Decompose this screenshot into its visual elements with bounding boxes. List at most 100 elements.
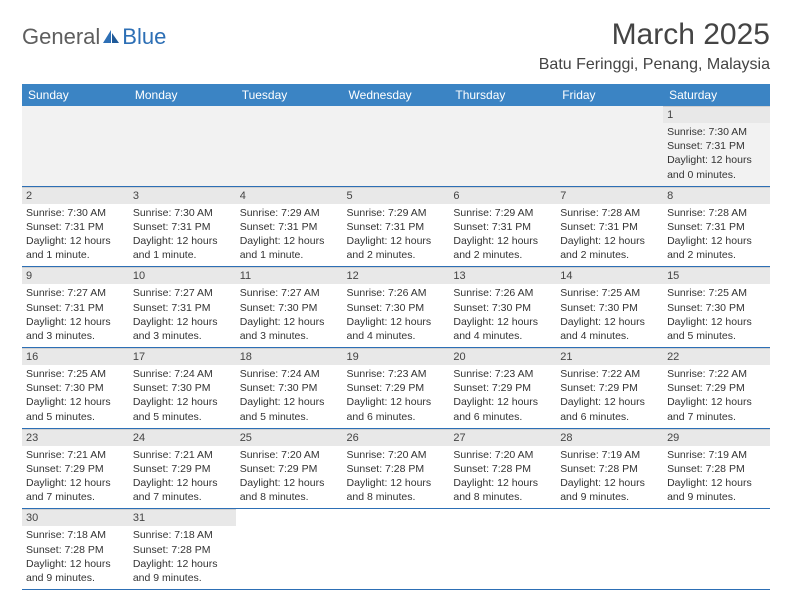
- calendar-day-cell: 31Sunrise: 7:18 AMSunset: 7:28 PMDayligh…: [129, 509, 236, 590]
- sunrise-line: Sunrise: 7:21 AM: [133, 448, 232, 462]
- day-number: 27: [449, 429, 556, 446]
- daylight-line: Daylight: 12 hours and 5 minutes.: [667, 315, 766, 343]
- day-details: Sunrise: 7:24 AMSunset: 7:30 PMDaylight:…: [236, 365, 343, 428]
- daylight-line: Daylight: 12 hours and 9 minutes.: [133, 557, 232, 585]
- calendar-day-cell: 3Sunrise: 7:30 AMSunset: 7:31 PMDaylight…: [129, 186, 236, 267]
- day-details: Sunrise: 7:26 AMSunset: 7:30 PMDaylight:…: [343, 284, 450, 347]
- sunrise-line: Sunrise: 7:22 AM: [560, 367, 659, 381]
- day-number: 12: [343, 267, 450, 284]
- sunset-line: Sunset: 7:28 PM: [347, 462, 446, 476]
- day-details: Sunrise: 7:20 AMSunset: 7:28 PMDaylight:…: [343, 446, 450, 509]
- sunset-line: Sunset: 7:30 PM: [453, 301, 552, 315]
- day-details: Sunrise: 7:26 AMSunset: 7:30 PMDaylight:…: [449, 284, 556, 347]
- weekday-header: Sunday: [22, 84, 129, 106]
- calendar-table: SundayMondayTuesdayWednesdayThursdayFrid…: [22, 84, 770, 590]
- sunset-line: Sunset: 7:28 PM: [26, 543, 125, 557]
- sunrise-line: Sunrise: 7:20 AM: [453, 448, 552, 462]
- sunrise-line: Sunrise: 7:30 AM: [26, 206, 125, 220]
- calendar-day-cell: 18Sunrise: 7:24 AMSunset: 7:30 PMDayligh…: [236, 348, 343, 429]
- day-details: Sunrise: 7:20 AMSunset: 7:29 PMDaylight:…: [236, 446, 343, 509]
- calendar-day-cell: 9Sunrise: 7:27 AMSunset: 7:31 PMDaylight…: [22, 267, 129, 348]
- title-block: March 2025 Batu Feringgi, Penang, Malays…: [539, 18, 770, 74]
- daylight-line: Daylight: 12 hours and 4 minutes.: [453, 315, 552, 343]
- day-number: 29: [663, 429, 770, 446]
- day-number: 17: [129, 348, 236, 365]
- calendar-day-cell: 16Sunrise: 7:25 AMSunset: 7:30 PMDayligh…: [22, 348, 129, 429]
- day-details: Sunrise: 7:28 AMSunset: 7:31 PMDaylight:…: [663, 204, 770, 267]
- calendar-day-cell: 12Sunrise: 7:26 AMSunset: 7:30 PMDayligh…: [343, 267, 450, 348]
- sunset-line: Sunset: 7:31 PM: [240, 220, 339, 234]
- calendar-day-cell: 10Sunrise: 7:27 AMSunset: 7:31 PMDayligh…: [129, 267, 236, 348]
- calendar-week-row: 30Sunrise: 7:18 AMSunset: 7:28 PMDayligh…: [22, 509, 770, 590]
- sunrise-line: Sunrise: 7:19 AM: [667, 448, 766, 462]
- day-number: 7: [556, 187, 663, 204]
- daylight-line: Daylight: 12 hours and 5 minutes.: [240, 395, 339, 423]
- daylight-line: Daylight: 12 hours and 9 minutes.: [26, 557, 125, 585]
- day-details: Sunrise: 7:19 AMSunset: 7:28 PMDaylight:…: [663, 446, 770, 509]
- daylight-line: Daylight: 12 hours and 3 minutes.: [26, 315, 125, 343]
- sunrise-line: Sunrise: 7:23 AM: [453, 367, 552, 381]
- day-number: 24: [129, 429, 236, 446]
- sunset-line: Sunset: 7:28 PM: [560, 462, 659, 476]
- sunrise-line: Sunrise: 7:28 AM: [560, 206, 659, 220]
- sunrise-line: Sunrise: 7:20 AM: [240, 448, 339, 462]
- location-subtitle: Batu Feringgi, Penang, Malaysia: [539, 56, 770, 74]
- daylight-line: Daylight: 12 hours and 1 minute.: [26, 234, 125, 262]
- sunrise-line: Sunrise: 7:29 AM: [347, 206, 446, 220]
- day-number: 3: [129, 187, 236, 204]
- daylight-line: Daylight: 12 hours and 5 minutes.: [26, 395, 125, 423]
- daylight-line: Daylight: 12 hours and 2 minutes.: [453, 234, 552, 262]
- daylight-line: Daylight: 12 hours and 2 minutes.: [667, 234, 766, 262]
- logo: General Blue: [22, 24, 166, 50]
- day-details: Sunrise: 7:27 AMSunset: 7:31 PMDaylight:…: [22, 284, 129, 347]
- calendar-week-row: 16Sunrise: 7:25 AMSunset: 7:30 PMDayligh…: [22, 348, 770, 429]
- day-details: Sunrise: 7:30 AMSunset: 7:31 PMDaylight:…: [129, 204, 236, 267]
- day-number: 2: [22, 187, 129, 204]
- sunset-line: Sunset: 7:31 PM: [26, 220, 125, 234]
- calendar-day-cell: [129, 106, 236, 186]
- calendar-week-row: 1Sunrise: 7:30 AMSunset: 7:31 PMDaylight…: [22, 106, 770, 186]
- calendar-day-cell: 28Sunrise: 7:19 AMSunset: 7:28 PMDayligh…: [556, 428, 663, 509]
- sunrise-line: Sunrise: 7:20 AM: [347, 448, 446, 462]
- sunset-line: Sunset: 7:29 PM: [26, 462, 125, 476]
- day-number: 15: [663, 267, 770, 284]
- sunrise-line: Sunrise: 7:28 AM: [667, 206, 766, 220]
- day-number: 20: [449, 348, 556, 365]
- daylight-line: Daylight: 12 hours and 0 minutes.: [667, 153, 766, 181]
- daylight-line: Daylight: 12 hours and 3 minutes.: [240, 315, 339, 343]
- daylight-line: Daylight: 12 hours and 9 minutes.: [560, 476, 659, 504]
- calendar-day-cell: 22Sunrise: 7:22 AMSunset: 7:29 PMDayligh…: [663, 348, 770, 429]
- day-number: 19: [343, 348, 450, 365]
- calendar-day-cell: 5Sunrise: 7:29 AMSunset: 7:31 PMDaylight…: [343, 186, 450, 267]
- calendar-day-cell: [449, 106, 556, 186]
- sunset-line: Sunset: 7:29 PM: [240, 462, 339, 476]
- sunset-line: Sunset: 7:28 PM: [453, 462, 552, 476]
- day-details: Sunrise: 7:18 AMSunset: 7:28 PMDaylight:…: [22, 526, 129, 589]
- daylight-line: Daylight: 12 hours and 5 minutes.: [133, 395, 232, 423]
- day-number: 21: [556, 348, 663, 365]
- sunrise-line: Sunrise: 7:25 AM: [560, 286, 659, 300]
- day-details: Sunrise: 7:30 AMSunset: 7:31 PMDaylight:…: [22, 204, 129, 267]
- daylight-line: Daylight: 12 hours and 6 minutes.: [453, 395, 552, 423]
- weekday-header: Friday: [556, 84, 663, 106]
- sunrise-line: Sunrise: 7:21 AM: [26, 448, 125, 462]
- calendar-day-cell: [22, 106, 129, 186]
- daylight-line: Daylight: 12 hours and 7 minutes.: [26, 476, 125, 504]
- calendar-day-cell: 14Sunrise: 7:25 AMSunset: 7:30 PMDayligh…: [556, 267, 663, 348]
- daylight-line: Daylight: 12 hours and 4 minutes.: [560, 315, 659, 343]
- sunrise-line: Sunrise: 7:22 AM: [667, 367, 766, 381]
- day-details: Sunrise: 7:23 AMSunset: 7:29 PMDaylight:…: [449, 365, 556, 428]
- calendar-day-cell: 19Sunrise: 7:23 AMSunset: 7:29 PMDayligh…: [343, 348, 450, 429]
- month-title: March 2025: [539, 18, 770, 52]
- calendar-day-cell: 13Sunrise: 7:26 AMSunset: 7:30 PMDayligh…: [449, 267, 556, 348]
- day-details: Sunrise: 7:22 AMSunset: 7:29 PMDaylight:…: [556, 365, 663, 428]
- sunrise-line: Sunrise: 7:24 AM: [133, 367, 232, 381]
- header: General Blue March 2025 Batu Feringgi, P…: [22, 18, 770, 74]
- day-details: Sunrise: 7:25 AMSunset: 7:30 PMDaylight:…: [556, 284, 663, 347]
- daylight-line: Daylight: 12 hours and 8 minutes.: [347, 476, 446, 504]
- calendar-day-cell: [556, 106, 663, 186]
- daylight-line: Daylight: 12 hours and 8 minutes.: [240, 476, 339, 504]
- calendar-day-cell: 26Sunrise: 7:20 AMSunset: 7:28 PMDayligh…: [343, 428, 450, 509]
- sunrise-line: Sunrise: 7:30 AM: [667, 125, 766, 139]
- sunrise-line: Sunrise: 7:24 AM: [240, 367, 339, 381]
